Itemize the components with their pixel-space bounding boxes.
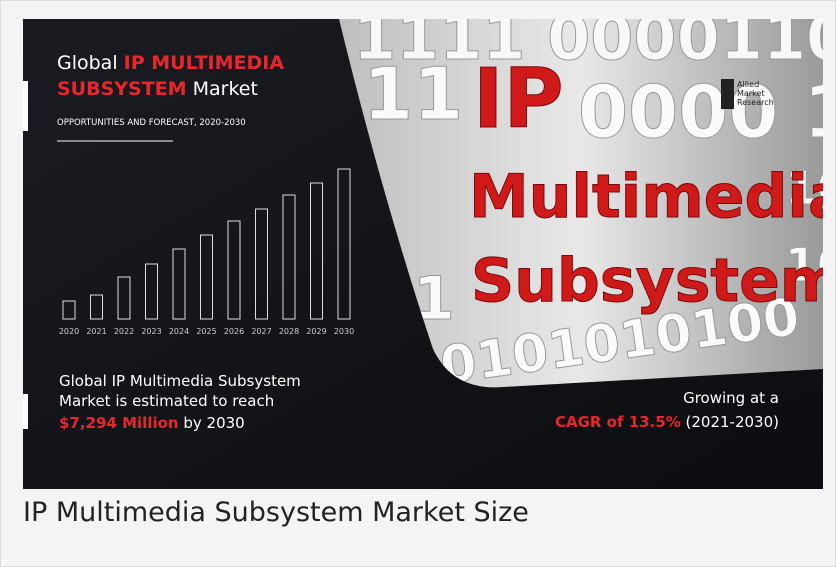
page: 1111 0000110 0000 1 11 10 10 1 010101010… [0, 0, 836, 567]
title: SUBSYSTEM Market [57, 78, 258, 100]
title-part: IP MULTIMEDIA [124, 52, 285, 74]
year-label: 2025 [196, 327, 216, 336]
year-label: 2020 [59, 327, 79, 336]
hero-word: IP [473, 52, 564, 147]
infographic: 1111 0000110 0000 1 11 10 10 1 010101010… [23, 19, 823, 489]
year-label: 2027 [251, 327, 271, 336]
digits: 0000 1 [578, 70, 823, 154]
accent [23, 394, 28, 429]
estimate-year: by 2030 [179, 414, 245, 432]
accent [23, 81, 28, 131]
year-label: 2024 [169, 327, 189, 336]
title: Global IP MULTIMEDIA [57, 52, 284, 74]
year-label: 2022 [114, 327, 134, 336]
title-part: SUBSYSTEM [57, 78, 187, 100]
estimate-text: Market is estimated to reach [59, 392, 274, 410]
logo: Allied [737, 80, 759, 89]
estimate-text: Global IP Multimedia Subsystem [59, 372, 301, 390]
digits: 11 [363, 52, 463, 136]
growth-period: (2021-2030) [681, 413, 779, 431]
title-part: Market [187, 78, 258, 100]
year-label: 2026 [224, 327, 244, 336]
year-label: 2021 [86, 327, 106, 336]
year-label: 2029 [306, 327, 326, 336]
year-label: 2030 [334, 327, 354, 336]
growth-text: Growing at a [683, 389, 779, 407]
growth-text: CAGR of 13.5% (2021-2030) [555, 413, 779, 431]
estimate-text: $7,294 Million by 2030 [59, 414, 245, 432]
year-label: 2023 [141, 327, 161, 336]
hero-word: Multimedia [469, 162, 823, 232]
title-part: Global [57, 52, 124, 74]
subtitle: OPPORTUNITIES AND FORECAST, 2020-2030 [57, 118, 246, 128]
year-label: 2028 [279, 327, 299, 336]
growth-value: CAGR of 13.5% [555, 413, 681, 431]
estimate-value: $7,294 Million [59, 414, 179, 432]
hero-word: Subsystem [471, 246, 823, 316]
caption: IP Multimedia Subsystem Market Size [23, 497, 529, 528]
logo: Market [737, 89, 765, 98]
logo-icon [721, 79, 734, 109]
logo: Research [737, 98, 774, 107]
